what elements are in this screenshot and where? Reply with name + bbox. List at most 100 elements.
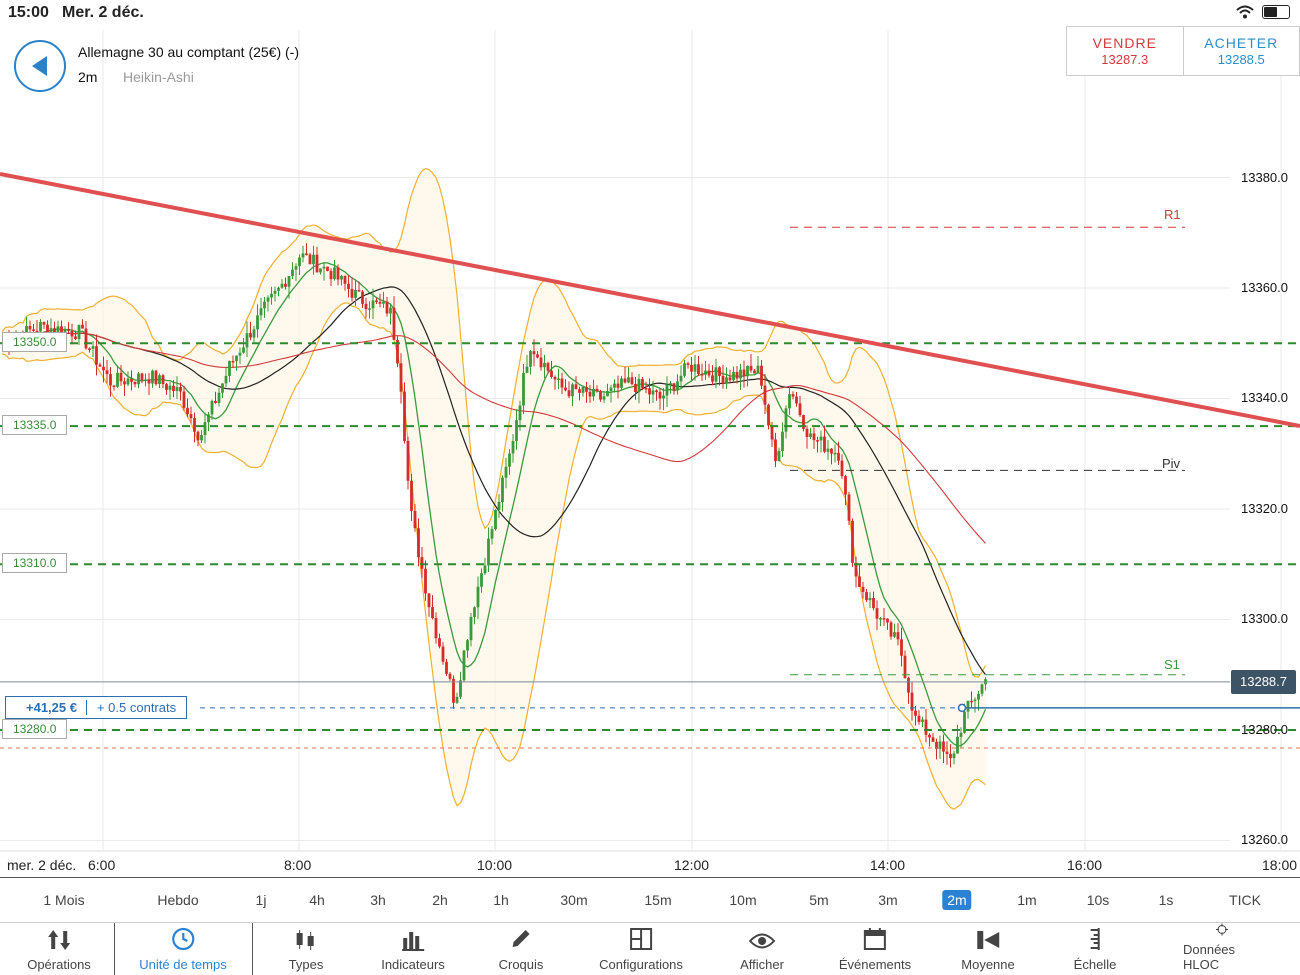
timeframe-1s[interactable]: 1s — [1158, 892, 1174, 908]
buy-label: ACHETER — [1204, 35, 1279, 51]
tab-configurations[interactable]: Configurations — [599, 923, 683, 975]
tab-indicators[interactable]: Indicateurs — [381, 923, 445, 975]
tab-time-unit[interactable]: Unité de temps — [139, 923, 227, 975]
crosshair-icon — [1216, 923, 1228, 936]
candle-body — [945, 751, 949, 754]
timeframe-15m[interactable]: 15m — [644, 892, 672, 908]
candle-body — [921, 719, 924, 722]
candle-body — [763, 385, 767, 405]
candle-body — [917, 715, 921, 722]
timeframe-10s[interactable]: 10s — [1086, 892, 1110, 908]
candle-body — [347, 283, 350, 289]
candle-body — [721, 375, 725, 384]
timeframe-2h[interactable]: 2h — [432, 892, 448, 908]
candle-body — [942, 741, 945, 752]
candle-body — [378, 301, 382, 304]
candle-body — [49, 328, 53, 335]
candle-body — [298, 257, 301, 267]
candle-body — [875, 608, 879, 619]
candle-body — [105, 370, 109, 375]
candle-body — [245, 333, 249, 348]
candle-body — [641, 379, 644, 388]
candle-body — [270, 293, 273, 298]
candle-body — [224, 375, 228, 384]
candle-body — [284, 283, 287, 287]
timeframe-1h[interactable]: 1h — [493, 892, 509, 908]
candle-body — [182, 391, 186, 408]
timeframe-10m[interactable]: 10m — [729, 892, 757, 908]
candle-body — [168, 385, 172, 390]
candle-body — [714, 367, 718, 382]
candle-body — [683, 363, 686, 376]
candle-body — [84, 328, 88, 349]
candle-body — [340, 275, 343, 280]
candle-body — [809, 433, 812, 437]
timeframe-3m[interactable]: 3m — [878, 892, 898, 908]
candle-body — [305, 253, 308, 255]
tab-operations[interactable]: Opérations — [27, 923, 91, 975]
bottom-toolbar: Opérations Unité de temps Types Indicate… — [0, 923, 1300, 975]
tab-average[interactable]: Moyenne — [961, 923, 1015, 975]
timeframe-1-mois[interactable]: 1 Mois — [43, 892, 85, 908]
timeframe-3h[interactable]: 3h — [370, 892, 386, 908]
sell-button[interactable]: VENDRE 13287.3 — [1067, 27, 1183, 75]
candle-body — [455, 696, 459, 703]
candle-body — [466, 640, 469, 651]
buy-button[interactable]: ACHETER 13288.5 — [1182, 27, 1300, 75]
candle-body — [543, 362, 546, 368]
candle-body — [756, 365, 760, 374]
tab-scale[interactable]: Échelle — [1074, 923, 1116, 975]
candle-body — [739, 369, 742, 379]
y-axis-label: 13340.0 — [1241, 390, 1288, 405]
timeframe-4h[interactable]: 4h — [309, 892, 325, 908]
candle-body — [725, 377, 728, 384]
candle-body — [189, 414, 193, 419]
bollinger-band-fill — [2, 168, 986, 810]
candle-body — [39, 322, 42, 332]
tab-events[interactable]: Événements — [839, 923, 911, 975]
tab-display[interactable]: Afficher — [740, 923, 784, 975]
candle-body — [515, 420, 518, 442]
level-tag-13280[interactable]: 13280.0 — [2, 719, 68, 739]
candle-body — [109, 374, 112, 386]
candle-body — [574, 384, 578, 390]
candle-body — [837, 452, 840, 461]
x-axis-label: 18:00 — [1262, 857, 1298, 873]
candle-body — [746, 365, 749, 377]
candle-body — [718, 367, 721, 376]
level-tag-13310[interactable]: 13310.0 — [2, 553, 68, 573]
candle-body — [963, 711, 966, 733]
timeframe-hebdo[interactable]: Hebdo — [157, 892, 199, 908]
tab-sketches[interactable]: Croquis — [499, 923, 543, 975]
timeframe-1j[interactable]: 1j — [255, 892, 267, 908]
pivot-s1-label: S1 — [1164, 657, 1180, 672]
candle-body — [690, 364, 693, 372]
candle-body — [67, 329, 70, 331]
timeframe-30m[interactable]: 30m — [560, 892, 588, 908]
timeframe-2m[interactable]: 2m — [942, 890, 972, 910]
candle-body — [151, 370, 154, 384]
candle-body — [438, 638, 441, 647]
candle-body — [70, 330, 74, 337]
timeframe-tick[interactable]: TICK — [1229, 892, 1261, 908]
tab-hloc-data[interactable]: Données HLOC — [1183, 923, 1261, 975]
candle-body — [28, 325, 32, 330]
x-axis-label: 14:00 — [870, 857, 906, 873]
candle-body — [585, 387, 588, 392]
timeframe-5m[interactable]: 5m — [809, 892, 829, 908]
price-chart[interactable] — [0, 0, 1300, 877]
position-box[interactable]: +41,25 € + 0.5 contrats — [5, 696, 188, 719]
candle-body — [546, 362, 550, 371]
tab-types[interactable]: Types — [289, 923, 323, 975]
candle-body — [847, 494, 851, 521]
candle-body — [781, 431, 784, 452]
level-tag-13335[interactable]: 13335.0 — [2, 415, 68, 435]
candle-body — [186, 407, 189, 415]
candle-body — [676, 381, 679, 391]
candle-body — [553, 376, 557, 380]
level-tag-13350[interactable]: 13350.0 — [2, 332, 68, 352]
timeframe-1m[interactable]: 1m — [1017, 892, 1037, 908]
tab-display-label: Afficher — [740, 957, 784, 972]
back-button[interactable] — [14, 40, 66, 92]
candle-body — [669, 383, 672, 385]
